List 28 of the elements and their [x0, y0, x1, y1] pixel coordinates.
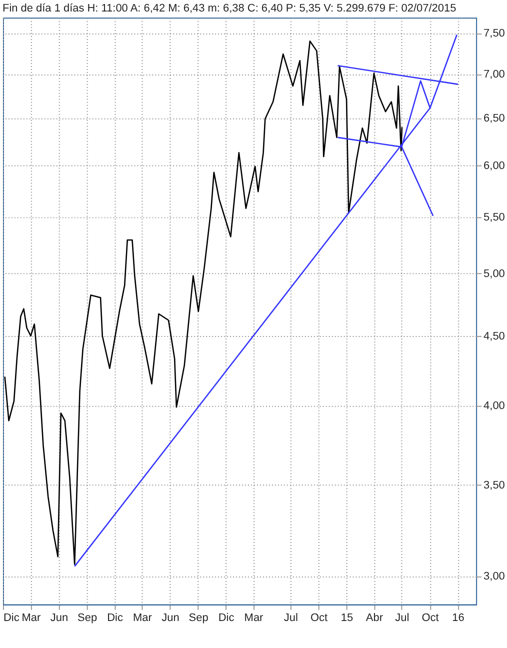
- y-tick-label: 6,50: [484, 112, 505, 124]
- y-tick-label: 4,50: [484, 330, 505, 342]
- x-tick-label: Mar: [133, 612, 152, 624]
- y-tick-label: 7,50: [484, 28, 505, 40]
- x-tick-label: 16: [452, 612, 464, 624]
- x-tick-label: Jun: [50, 612, 68, 624]
- y-tick-label: 3,00: [484, 570, 505, 583]
- x-tick-label: Oct: [422, 612, 439, 624]
- y-tick-label: 5,50: [484, 211, 505, 224]
- x-tick-label: Dic: [3, 612, 20, 624]
- x-tick-label: Oct: [310, 612, 328, 624]
- x-tick-label: 15: [340, 612, 354, 624]
- x-tick-label: Jun: [162, 612, 180, 624]
- y-tick-label: 7,00: [484, 68, 505, 81]
- y-tick-label: 6,00: [484, 160, 505, 172]
- chart-title: Fin de día 1 días H: 11:00 A: 6,42 M: 6,43 m: 6,38 C: 6,40 P: 5,35 V: 5.299.679 F: 02/07/2015: [2, 2, 456, 15]
- x-tick-label: Jul: [284, 612, 298, 624]
- y-tick-label: 3,50: [484, 479, 505, 492]
- x-tick-label: Mar: [22, 612, 42, 624]
- y-tick-label: 5,00: [484, 268, 505, 280]
- x-tick-label: Sep: [78, 612, 98, 624]
- x-tick-label: Mar: [244, 612, 264, 624]
- x-tick-label: Dic: [218, 612, 235, 624]
- y-tick-label: 4,00: [484, 400, 505, 412]
- x-tick-label: Abr: [366, 612, 384, 624]
- x-tick-label: Dic: [107, 612, 124, 624]
- x-tick-label: Jul: [395, 612, 410, 624]
- x-tick-label: Sep: [188, 612, 208, 624]
